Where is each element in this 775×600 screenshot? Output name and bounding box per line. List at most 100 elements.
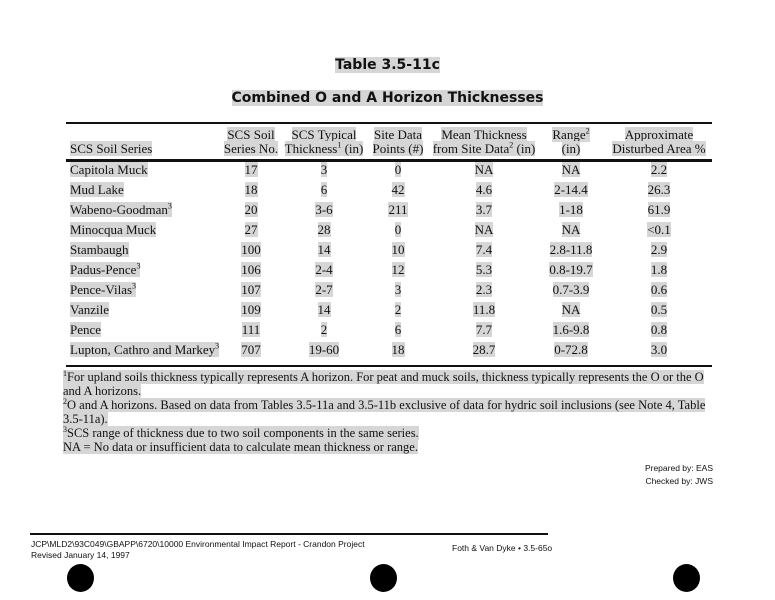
col-header-points: Site Data Points (#) bbox=[372, 127, 424, 156]
punch-hole bbox=[673, 564, 700, 592]
cell-typical: 2 bbox=[320, 321, 328, 337]
cell-area: 3.0 bbox=[650, 341, 668, 357]
cell-range: 2-14.4 bbox=[554, 181, 588, 197]
table-row: Minocqua Muck 27 28 0 NA NA <0.1 bbox=[66, 219, 712, 239]
cell-range: 0.8-19.7 bbox=[549, 261, 593, 277]
cell-area: 0.5 bbox=[650, 301, 668, 317]
table-row: Mud Lake 18 6 42 4.6 2-14.4 26.3 bbox=[66, 179, 712, 199]
cell-range: 2.8-11.8 bbox=[549, 241, 593, 257]
footnotes: 1For upland soils thickness typically re… bbox=[63, 369, 715, 454]
cell-no: 17 bbox=[244, 161, 258, 177]
cell-range: 1.6-9.8 bbox=[552, 321, 590, 337]
col-header-mean: Mean Thickness from Site Data2 (in) bbox=[432, 127, 536, 156]
cell-mean: 5.3 bbox=[475, 261, 493, 277]
cell-mean: 7.4 bbox=[475, 241, 493, 257]
table-row: Pence-Vilas3 107 2-7 3 2.3 0.7-3.9 0.6 bbox=[66, 279, 712, 299]
col-header-area: Approximate Disturbed Area % bbox=[612, 127, 706, 156]
cell-mean: NA bbox=[474, 221, 494, 237]
table-title: Table 3.5-11c bbox=[335, 57, 440, 73]
punch-hole bbox=[370, 564, 397, 592]
cell-mean: NA bbox=[474, 161, 494, 177]
cell-range: NA bbox=[561, 161, 581, 177]
table-row: Lupton, Cathro and Markey3 707 19-60 18 28.7… bbox=[66, 339, 712, 359]
cell-no: 100 bbox=[241, 241, 261, 257]
cell-typical: 14 bbox=[317, 301, 331, 317]
cell-area: 0.6 bbox=[650, 281, 668, 297]
cell-name: Minocqua Muck bbox=[70, 221, 157, 237]
cell-area: <0.1 bbox=[647, 221, 671, 237]
signoff: Prepared by: EAS Checked by: JWS bbox=[645, 462, 713, 488]
col-header-series: SCS Soil Series bbox=[70, 141, 153, 156]
soil-table: SCS Soil Series SCS Soil Series No. SCS T… bbox=[66, 124, 712, 359]
col-header-typical: SCS Typical Thickness1 (in) bbox=[284, 127, 364, 156]
table-row: Pence 111 2 6 7.7 1.6-9.8 0.8 bbox=[66, 319, 712, 339]
cell-range: 1-18 bbox=[559, 201, 583, 217]
cell-points: 211 bbox=[388, 201, 408, 217]
prepared-by: Prepared by: EAS bbox=[644, 463, 713, 473]
checked-by: Checked by: JWS bbox=[645, 476, 713, 486]
cell-points: 10 bbox=[391, 241, 405, 257]
cell-range: NA bbox=[561, 221, 581, 237]
table-subtitle: Combined O and A Horizon Thicknesses bbox=[231, 90, 544, 106]
cell-no: 107 bbox=[241, 281, 261, 297]
col-header-range: Range2 (in) bbox=[552, 126, 590, 156]
col-header-no: SCS Soil Series No. bbox=[223, 127, 279, 156]
cell-no: 18 bbox=[244, 181, 258, 197]
cell-points: 0 bbox=[394, 161, 402, 177]
footnote: 2O and A horizons. Based on data from Ta… bbox=[63, 396, 706, 426]
footnote: NA = No data or insufficient data to cal… bbox=[63, 440, 418, 454]
footer-left: JCP\MLD2\93C049\GBAPP\6720\10000 Environ… bbox=[31, 539, 365, 561]
header-row: SCS Soil Series SCS Soil Series No. SCS T… bbox=[66, 124, 712, 159]
cell-name: Wabeno-Goodman3 bbox=[70, 201, 172, 217]
cell-points: 3 bbox=[394, 281, 402, 297]
cell-name: Pence bbox=[70, 321, 102, 337]
cell-no: 27 bbox=[244, 221, 258, 237]
cell-range: 0-72.8 bbox=[554, 341, 588, 357]
cell-no: 20 bbox=[244, 201, 258, 217]
cell-no: 707 bbox=[241, 341, 261, 357]
footer-revised: Revised January 14, 1997 bbox=[31, 550, 130, 560]
cell-mean: 28.7 bbox=[472, 341, 496, 357]
cell-points: 6 bbox=[394, 321, 402, 337]
cell-name: Mud Lake bbox=[70, 181, 124, 197]
bottom-rule bbox=[66, 365, 712, 367]
cell-mean: 7.7 bbox=[475, 321, 493, 337]
cell-typical: 2-4 bbox=[315, 261, 333, 277]
cell-name: Lupton, Cathro and Markey3 bbox=[70, 341, 220, 357]
footer-path: JCP\MLD2\93C049\GBAPP\6720\10000 Environ… bbox=[31, 539, 365, 549]
cell-mean: 11.8 bbox=[472, 301, 496, 317]
cell-points: 0 bbox=[394, 221, 402, 237]
cell-no: 111 bbox=[241, 321, 261, 337]
cell-points: 18 bbox=[391, 341, 405, 357]
cell-area: 0.8 bbox=[650, 321, 668, 337]
table-row: Stambaugh 100 14 10 7.4 2.8-11.8 2.9 bbox=[66, 239, 712, 259]
cell-name: Capitola Muck bbox=[70, 161, 148, 177]
cell-area: 61.9 bbox=[647, 201, 671, 217]
footer-right: Foth & Van Dyke • 3.5-65o bbox=[452, 543, 553, 553]
cell-typical: 2-7 bbox=[315, 281, 333, 297]
cell-area: 1.8 bbox=[650, 261, 668, 277]
cell-no: 106 bbox=[241, 261, 261, 277]
cell-typical: 19-60 bbox=[308, 341, 340, 357]
cell-name: Pence-Vilas3 bbox=[70, 281, 137, 297]
table-row: Vanzile 109 14 2 11.8 NA 0.5 bbox=[66, 299, 712, 319]
cell-range: NA bbox=[561, 301, 581, 317]
cell-name: Vanzile bbox=[70, 301, 109, 317]
cell-typical: 6 bbox=[320, 181, 328, 197]
cell-name: Padus-Pence3 bbox=[70, 261, 141, 277]
top-rule bbox=[66, 122, 712, 124]
cell-points: 2 bbox=[394, 301, 402, 317]
footnote: 3SCS range of thickness due to two soil … bbox=[63, 424, 419, 440]
cell-no: 109 bbox=[241, 301, 261, 317]
cell-typical: 3 bbox=[320, 161, 328, 177]
cell-area: 26.3 bbox=[647, 181, 671, 197]
cell-typical: 14 bbox=[317, 241, 331, 257]
header-rule bbox=[66, 159, 712, 162]
table-row: Capitola Muck 17 3 0 NA NA 2.2 bbox=[66, 159, 712, 179]
cell-points: 42 bbox=[391, 181, 405, 197]
cell-mean: 3.7 bbox=[475, 201, 493, 217]
cell-mean: 2.3 bbox=[475, 281, 493, 297]
cell-area: 2.9 bbox=[650, 241, 668, 257]
cell-typical: 3-6 bbox=[315, 201, 333, 217]
cell-name: Stambaugh bbox=[70, 241, 129, 257]
